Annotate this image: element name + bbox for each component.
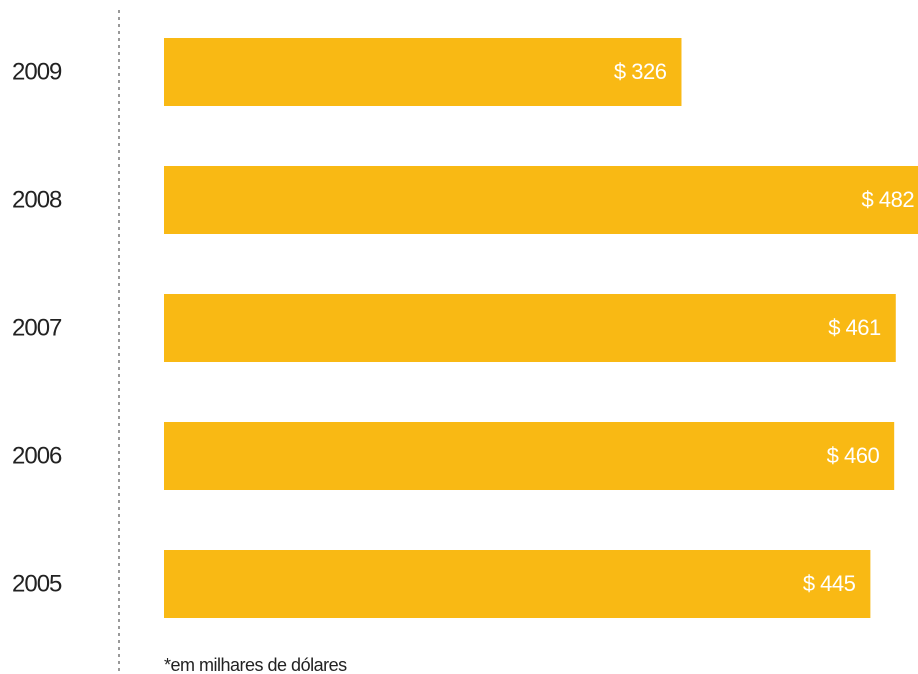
value-label: $ 482 (862, 187, 915, 212)
bar (164, 550, 871, 618)
category-label: 2009 (12, 58, 62, 85)
bar (164, 38, 682, 106)
category-label: 2007 (12, 314, 62, 341)
bar (164, 166, 918, 234)
category-label: 2008 (12, 186, 62, 213)
bar (164, 422, 895, 490)
value-label: $ 326 (614, 59, 667, 84)
value-label: $ 445 (803, 571, 856, 596)
bar (164, 294, 896, 362)
category-label: 2005 (12, 570, 62, 597)
category-label: 2006 (12, 442, 62, 469)
footnote: *em milhares de dólares (164, 655, 347, 674)
value-label: $ 461 (828, 315, 881, 340)
value-label: $ 460 (827, 443, 880, 468)
